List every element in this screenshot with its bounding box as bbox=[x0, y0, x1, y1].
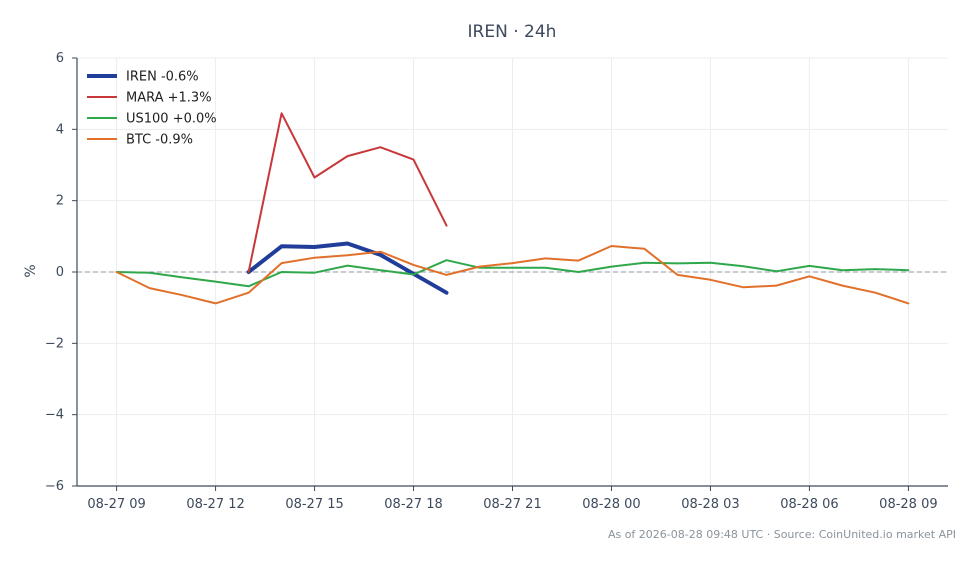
x-tick-label: 08-27 15 bbox=[285, 497, 343, 512]
legend-label-1: MARA +1.3% bbox=[126, 91, 212, 106]
series-line-3 bbox=[115, 245, 910, 305]
legend-label-2: US100 +0.0% bbox=[126, 112, 217, 127]
legend-label-0: IREN -0.6% bbox=[126, 70, 199, 85]
legend: IREN -0.6% MARA +1.3% US100 +0.0% BTC -0.9% bbox=[87, 70, 217, 148]
x-tick-label: 08-27 12 bbox=[186, 497, 244, 512]
x-tick-label: 08-27 09 bbox=[87, 497, 145, 512]
x-tick-label: 08-27 18 bbox=[384, 497, 442, 512]
y-tick-label: 6 bbox=[56, 51, 64, 66]
y-tick-label: −6 bbox=[45, 479, 64, 494]
source-note: As of 2026-08-28 09:48 UTC · Source: Coi… bbox=[608, 528, 956, 541]
series-line-0 bbox=[246, 241, 449, 295]
series-group bbox=[115, 112, 910, 305]
chart-title: IREN · 24h bbox=[468, 22, 557, 42]
legend-label-3: BTC -0.9% bbox=[126, 133, 193, 148]
series-line-2 bbox=[115, 259, 910, 288]
y-tick-label: −4 bbox=[45, 408, 64, 423]
x-tick-label: 08-28 00 bbox=[582, 497, 640, 512]
x-tick-label: 08-28 03 bbox=[681, 497, 739, 512]
y-axis-label: % bbox=[23, 264, 39, 277]
y-tick-label: 2 bbox=[56, 194, 64, 209]
axes: 6 4 2 0 −2 −4 −6 08-27 09 08-27 12 08-27 15 08-27 … bbox=[45, 51, 948, 512]
y-tick-label: −2 bbox=[45, 336, 64, 351]
y-tick-label: 4 bbox=[56, 122, 64, 137]
x-tick-label: 08-27 21 bbox=[483, 497, 541, 512]
x-tick-label: 08-28 09 bbox=[879, 497, 937, 512]
y-tick-label: 0 bbox=[56, 265, 64, 280]
x-tick-label: 08-28 06 bbox=[780, 497, 838, 512]
series-line-1 bbox=[247, 112, 448, 273]
